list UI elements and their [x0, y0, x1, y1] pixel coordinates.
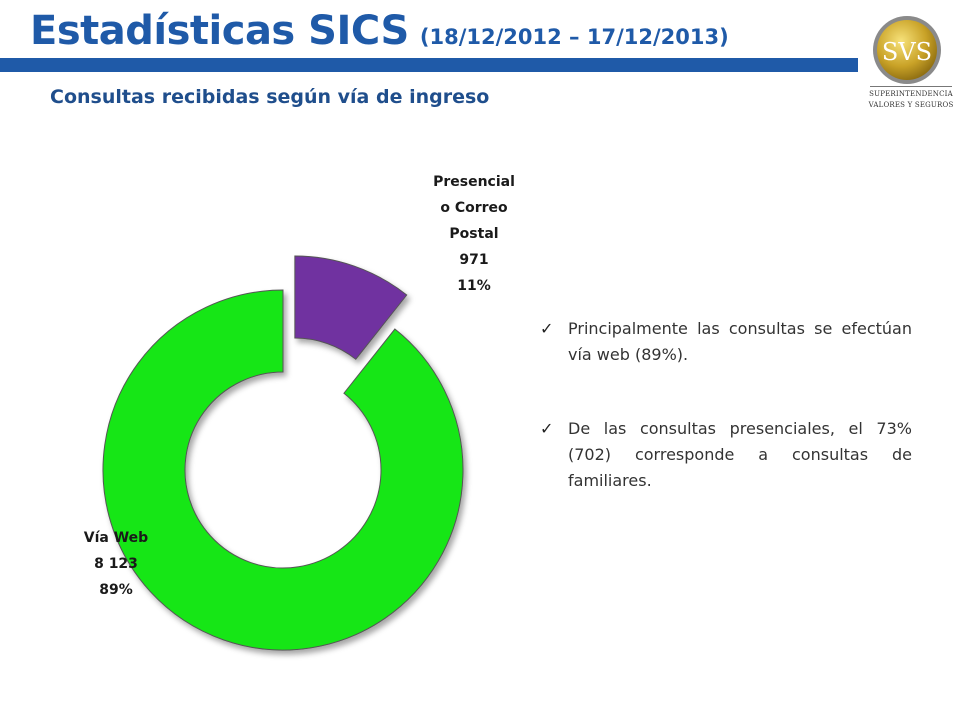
slice-label-line: 11% [457, 278, 491, 294]
insight-list: ✓ Principalmente las consultas se efectú… [540, 316, 912, 542]
slice-label-1: Vía Web 8 123 89% [84, 530, 148, 598]
slice-label-line: Postal [449, 226, 498, 242]
insight-text: Principalmente las consultas se efectúan… [568, 319, 912, 364]
check-icon: ✓ [540, 319, 554, 338]
insight-text: De las consultas presenciales, el 73% (7… [568, 419, 912, 490]
svs-logo-icon: SVS [873, 16, 941, 84]
logo-mark: SVS [882, 38, 932, 66]
logo-line-2: VALORES Y SEGUROS [868, 101, 954, 109]
title-rule [0, 58, 858, 72]
slice-label-line: o Correo [440, 200, 508, 216]
title-main: Estadísticas SICS [30, 8, 409, 54]
chart-subtitle: Consultas recibidas según vía de ingreso [50, 86, 490, 108]
slice-label-line: 8 123 [94, 556, 138, 572]
slice-label-line: 971 [459, 252, 488, 268]
logo-divider [870, 86, 952, 87]
insight-item: ✓ De las consultas presenciales, el 73% … [540, 416, 912, 494]
title-date-range: (18/12/2012 – 17/12/2013) [419, 25, 729, 49]
slice-0 [294, 255, 408, 360]
page-title: Estadísticas SICS (18/12/2012 – 17/12/20… [30, 8, 729, 54]
slice-label-line: Presencial [433, 174, 515, 190]
slice-label-line: Vía Web [84, 530, 148, 546]
check-icon: ✓ [540, 419, 554, 438]
slice-label-0: Presencial o Correo Postal 971 11% [433, 174, 515, 294]
logo-line-1: SUPERINTENDENCIA [869, 90, 953, 98]
slice-label-line: 89% [99, 582, 133, 598]
insight-item: ✓ Principalmente las consultas se efectú… [540, 316, 912, 368]
slice-1 [102, 289, 464, 651]
